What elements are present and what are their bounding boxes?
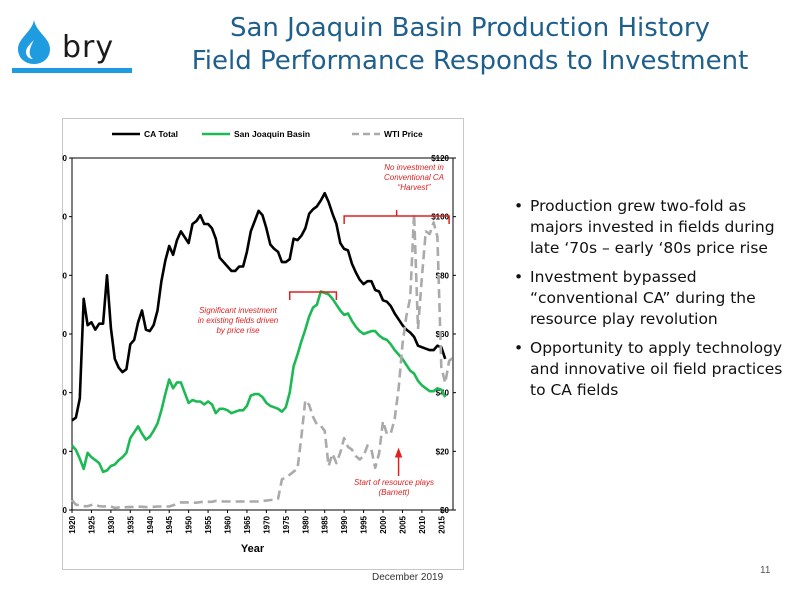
chart-svg: 02004006008001,0001,200$0$20$40$60$80$10… [34,118,501,570]
x-tick-label: 1970 [262,515,271,533]
brand-underline [12,68,132,73]
annotation-investment-text: Significant investment [199,306,278,315]
x-tick-label: 1950 [185,515,194,533]
brand-logo: bry [12,16,142,76]
title-line-2: Field Performance Responds to Investment [191,46,749,76]
y2-tick-label: $100 [431,213,449,222]
annotation-investment-text: in existing fields driven [198,316,279,325]
x-axis-label: Year [241,543,265,555]
x-tick-label: 2000 [379,515,388,533]
bullet-item: Investment bypassed “conventional CA” du… [510,267,790,330]
y-tick-label: 400 [62,389,68,398]
production-chart: 02004006008001,0001,200$0$20$40$60$80$10… [34,118,501,570]
legend-label: WTI Price [384,129,423,139]
bullet-item: Opportunity to apply technology and inno… [510,338,790,401]
y2-tick-label: $60 [436,330,450,339]
y2-tick-label: $80 [436,271,450,280]
slide-title: San Joaquin Basin Production History Fie… [150,12,790,78]
x-tick-label: 1940 [146,515,155,533]
x-tick-label: 1945 [165,515,174,533]
y-tick-label: 600 [62,330,68,339]
annotation-resource-arrowhead [394,447,403,458]
x-tick-label: 1990 [340,515,349,533]
annotation-harvest-text: “Harvest” [398,183,431,192]
x-tick-label: 1925 [87,515,96,533]
x-tick-label: 1965 [243,515,252,533]
footer-date: December 2019 [372,572,444,583]
bullet-item: Production grew two-fold as majors inves… [510,196,790,259]
x-tick-label: 1960 [224,515,233,533]
x-tick-label: 1955 [204,515,213,533]
x-tick-label: 1935 [126,515,135,533]
legend-label: CA Total [144,129,178,139]
x-tick-label: 1975 [282,515,291,533]
legend-label: San Joaquin Basin [234,129,310,139]
x-tick-label: 2005 [398,515,407,533]
x-tick-label: 1995 [360,515,369,533]
y-tick-label: 200 [62,447,68,456]
x-tick-label: 1930 [107,515,116,533]
y-tick-label: 1,000 [62,213,68,222]
x-tick-label: 1985 [321,515,330,533]
title-line-1: San Joaquin Basin Production History [229,13,710,43]
drop-icon [18,20,50,64]
y-tick-label: 0 [63,506,68,515]
series-line-wti-price [70,212,454,510]
annotation-resource-text: Start of resource plays [354,478,434,487]
x-tick-label: 1980 [301,515,310,533]
annotation-resource-text: (Barnett) [378,488,409,497]
y2-tick-label: $20 [436,447,450,456]
x-tick-label: 1920 [68,515,77,533]
y-tick-label: 1,200 [62,154,68,163]
annotation-investment-bracket [288,291,338,300]
bullet-list: Production grew two-fold as majors inves… [510,196,790,409]
y-tick-label: 800 [62,271,68,280]
y2-tick-label: $120 [431,154,449,163]
annotation-harvest-text: Conventional CA [384,173,444,182]
annotation-investment-text: by price rise [216,326,260,335]
x-tick-label: 2015 [437,515,446,533]
brand-name: bry [62,30,115,65]
x-tick-label: 2010 [418,515,427,533]
annotation-harvest-text: No investment in [384,163,444,172]
y2-tick-label: $0 [440,506,449,515]
page-number: 11 [760,565,771,576]
series-line-san-joaquin-basin [71,290,447,474]
chart-frame [62,118,464,570]
series-line-ca-total [71,191,447,422]
